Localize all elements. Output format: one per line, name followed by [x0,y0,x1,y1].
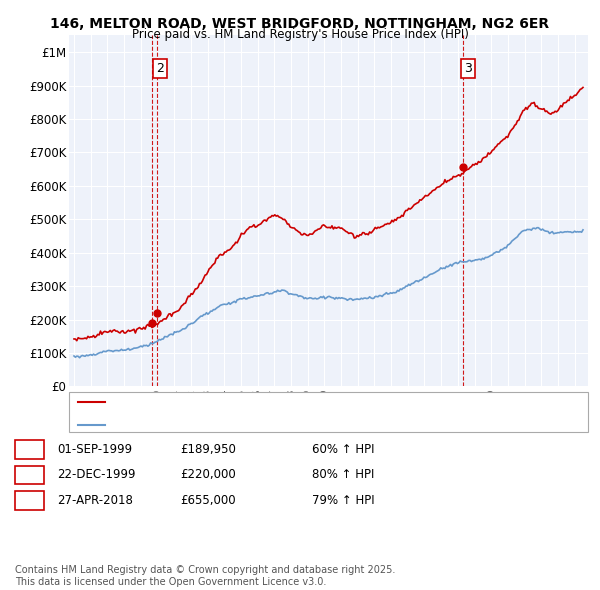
Text: 01-SEP-1999: 01-SEP-1999 [57,443,132,456]
Text: 146, MELTON ROAD, WEST BRIDGFORD, NOTTINGHAM, NG2 6ER (detached house): 146, MELTON ROAD, WEST BRIDGFORD, NOTTIN… [111,398,541,407]
Text: 2: 2 [25,468,34,481]
Text: HPI: Average price, detached house, Rushcliffe: HPI: Average price, detached house, Rush… [111,420,355,430]
Text: 3: 3 [464,63,472,76]
Text: 79% ↑ HPI: 79% ↑ HPI [312,494,374,507]
Text: 27-APR-2018: 27-APR-2018 [57,494,133,507]
Text: 146, MELTON ROAD, WEST BRIDGFORD, NOTTINGHAM, NG2 6ER: 146, MELTON ROAD, WEST BRIDGFORD, NOTTIN… [50,17,550,31]
Text: Price paid vs. HM Land Registry's House Price Index (HPI): Price paid vs. HM Land Registry's House … [131,28,469,41]
Text: £220,000: £220,000 [180,468,236,481]
Text: Contains HM Land Registry data © Crown copyright and database right 2025.
This d: Contains HM Land Registry data © Crown c… [15,565,395,587]
Text: 1: 1 [25,443,34,456]
Text: £655,000: £655,000 [180,494,236,507]
Text: 22-DEC-1999: 22-DEC-1999 [57,468,136,481]
Text: 3: 3 [25,494,34,507]
Text: £189,950: £189,950 [180,443,236,456]
Text: 80% ↑ HPI: 80% ↑ HPI [312,468,374,481]
Text: 2: 2 [157,63,164,76]
Text: 60% ↑ HPI: 60% ↑ HPI [312,443,374,456]
